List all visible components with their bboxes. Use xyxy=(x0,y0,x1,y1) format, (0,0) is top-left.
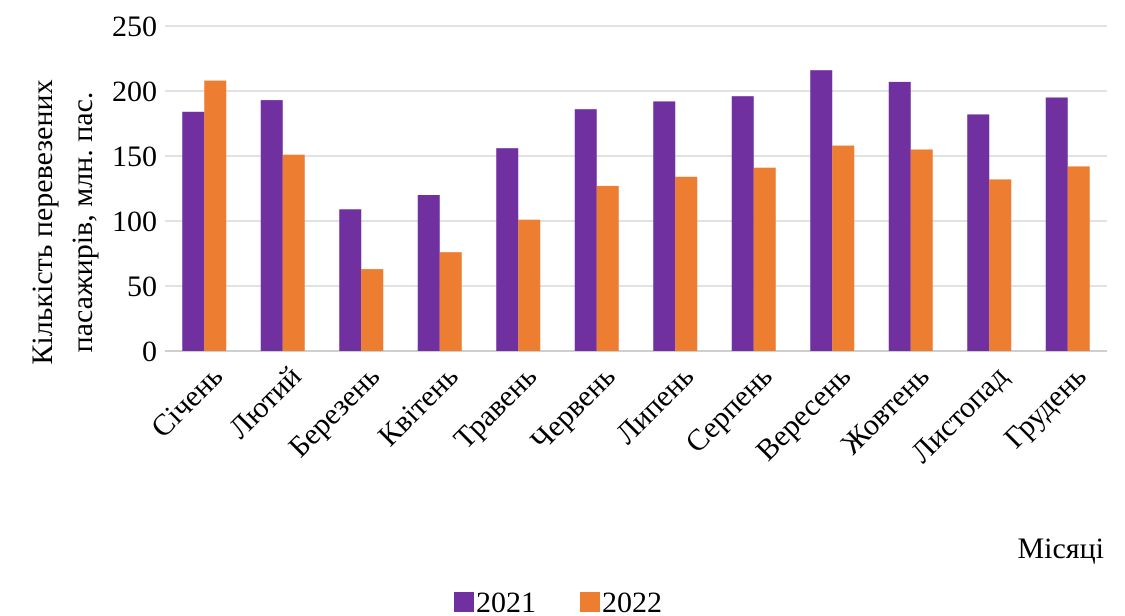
bar-2022 xyxy=(361,269,384,351)
bar-2022 xyxy=(439,252,462,351)
y-axis-title-line-2: пасажирів, млн. пас. xyxy=(66,92,99,353)
y-tick-label: 250 xyxy=(112,10,157,43)
y-axis-title-line-1: Кількість перевезених xyxy=(26,79,59,364)
legend-swatch-2021 xyxy=(454,592,474,612)
y-tick-label: 0 xyxy=(142,335,157,368)
bar-2021 xyxy=(339,209,362,351)
bar-2021 xyxy=(574,109,597,351)
bar-2022 xyxy=(596,185,619,351)
x-axis-title: Місяці xyxy=(1017,532,1104,565)
bar-marks xyxy=(182,70,1090,352)
bar-2022 xyxy=(204,80,227,351)
bar-2022 xyxy=(832,145,855,351)
category-labels: СіченьЛютийБерезеньКвітеньТравеньЧервень… xyxy=(145,360,1093,470)
category-label: Травень xyxy=(447,360,543,456)
category-label: Квітень xyxy=(372,360,465,453)
bar-2021 xyxy=(653,101,676,352)
category-label: Січень xyxy=(145,360,229,444)
y-tick-label: 200 xyxy=(112,75,157,108)
bar-2022 xyxy=(518,219,541,351)
category-label: Грудень xyxy=(998,360,1093,455)
category-label: Червень xyxy=(524,360,621,457)
bar-2021 xyxy=(731,96,754,351)
y-tick-labels: 0 50 100 150 200 250 xyxy=(112,10,157,368)
bar-2022 xyxy=(675,176,698,351)
y-tick-label: 150 xyxy=(112,140,157,173)
bar-2022 xyxy=(989,179,1012,351)
legend-label-2021: 2021 xyxy=(476,586,536,616)
bar-2022 xyxy=(1067,166,1090,351)
bar-2021 xyxy=(260,100,283,351)
bar-2021 xyxy=(1045,97,1068,351)
bar-2021 xyxy=(182,111,205,351)
legend-swatch-2022 xyxy=(580,592,600,612)
legend-label-2022: 2022 xyxy=(602,586,662,616)
y-tick-label: 100 xyxy=(112,205,157,238)
bar-2021 xyxy=(888,81,911,352)
y-tick-label: 50 xyxy=(127,270,157,303)
bar-2021 xyxy=(810,70,833,351)
gridlines xyxy=(165,25,1107,352)
bar-2022 xyxy=(753,167,776,351)
bar-2021 xyxy=(967,114,990,352)
bar-2021 xyxy=(496,148,519,351)
legend: 2021 2022 xyxy=(454,586,662,616)
bar-2022 xyxy=(910,149,933,351)
bar-2021 xyxy=(417,195,440,351)
bar-2022 xyxy=(282,154,305,351)
